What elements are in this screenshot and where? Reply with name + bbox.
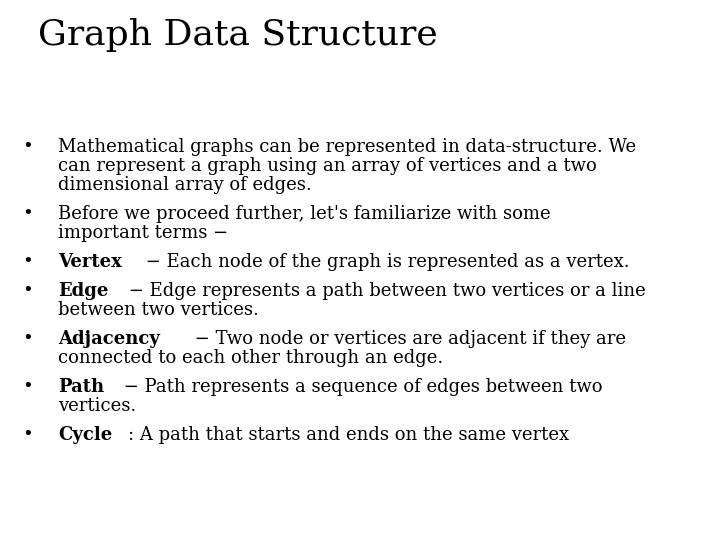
Text: Path: Path [58, 378, 104, 396]
Text: : A path that starts and ends on the same vertex: : A path that starts and ends on the sam… [128, 426, 569, 444]
Text: Mathematical graphs can be represented in data-structure. We: Mathematical graphs can be represented i… [58, 138, 636, 156]
Text: dimensional array of edges.: dimensional array of edges. [58, 176, 312, 194]
Text: •: • [22, 138, 32, 156]
Text: Adjacency: Adjacency [58, 330, 160, 348]
Text: connected to each other through an edge.: connected to each other through an edge. [58, 349, 444, 367]
Text: − Edge represents a path between two vertices or a line: − Edge represents a path between two ver… [123, 282, 646, 300]
Text: Cycle: Cycle [58, 426, 112, 444]
Text: − Two node or vertices are adjacent if they are: − Two node or vertices are adjacent if t… [189, 330, 626, 348]
Text: •: • [22, 205, 32, 223]
Text: between two vertices.: between two vertices. [58, 301, 259, 319]
Text: important terms −: important terms − [58, 224, 228, 242]
Text: •: • [22, 330, 32, 348]
Text: •: • [22, 253, 32, 271]
Text: •: • [22, 378, 32, 396]
Text: •: • [22, 426, 32, 444]
Text: Vertex: Vertex [58, 253, 122, 271]
Text: Edge: Edge [58, 282, 109, 300]
Text: can represent a graph using an array of vertices and a two: can represent a graph using an array of … [58, 157, 597, 175]
Text: Graph Data Structure: Graph Data Structure [38, 18, 438, 52]
Text: Before we proceed further, let's familiarize with some: Before we proceed further, let's familia… [58, 205, 551, 223]
Text: − Each node of the graph is represented as a vertex.: − Each node of the graph is represented … [140, 253, 630, 271]
Text: •: • [22, 282, 32, 300]
Text: − Path represents a sequence of edges between two: − Path represents a sequence of edges be… [117, 378, 602, 396]
Text: vertices.: vertices. [58, 397, 136, 415]
